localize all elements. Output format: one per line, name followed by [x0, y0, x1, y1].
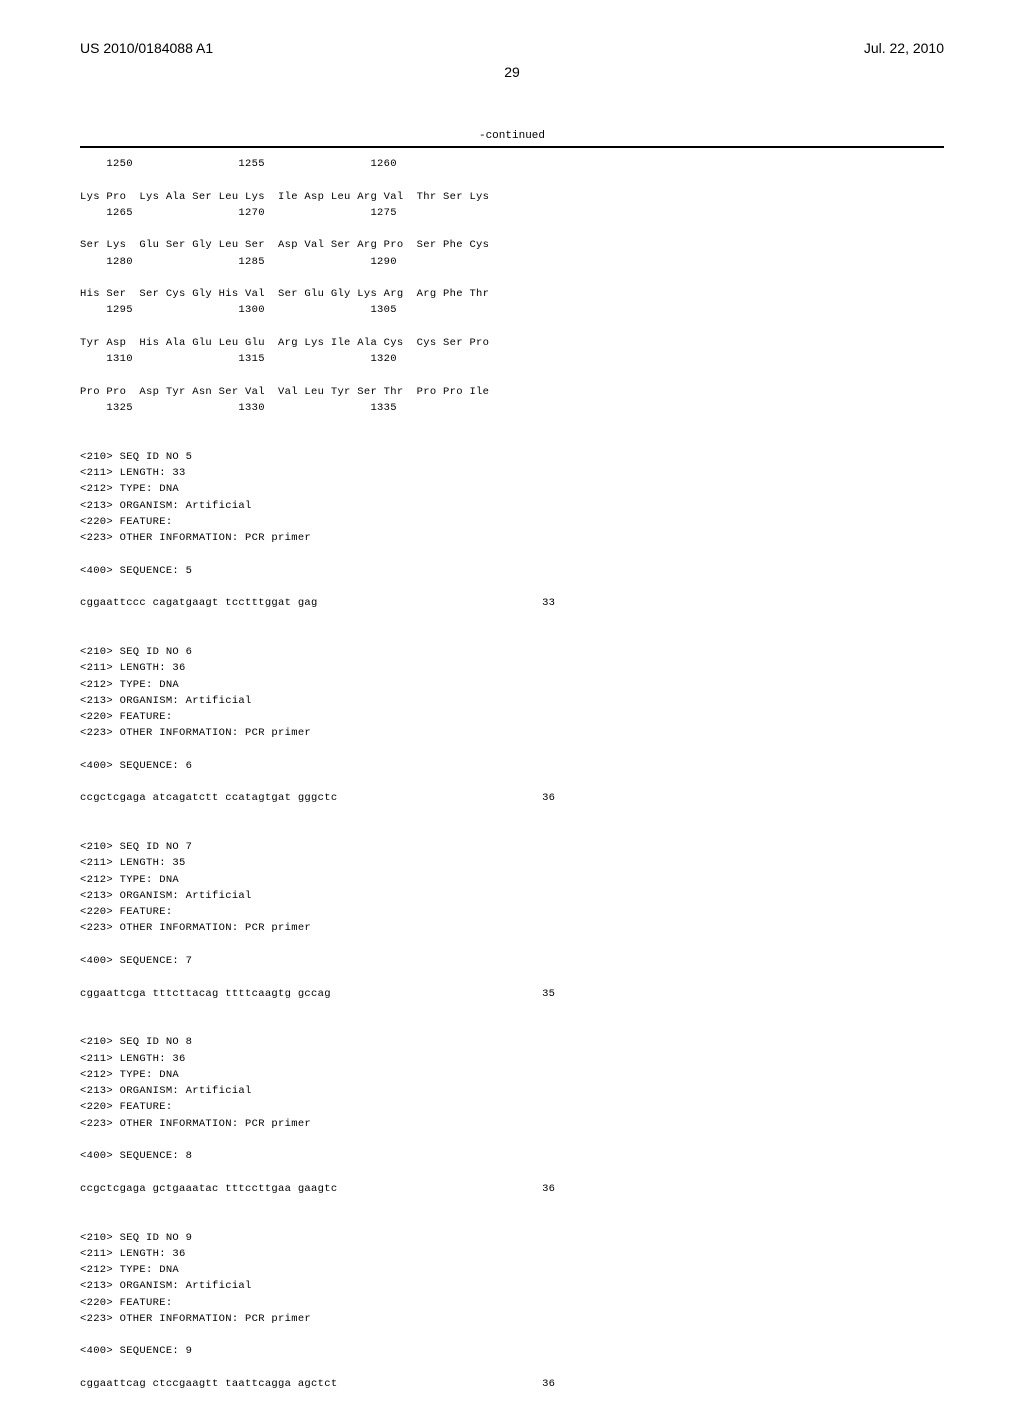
- doc-date: Jul. 22, 2010: [864, 40, 944, 56]
- document-header: US 2010/0184088 A1 Jul. 22, 2010: [80, 40, 944, 56]
- page-number: 29: [80, 64, 944, 80]
- continued-label: -continued: [80, 130, 944, 142]
- doc-number: US 2010/0184088 A1: [80, 40, 213, 56]
- sequence-listing: 1250 1255 1260 Lys Pro Lys Ala Ser Leu L…: [80, 156, 944, 1425]
- divider: [80, 146, 944, 148]
